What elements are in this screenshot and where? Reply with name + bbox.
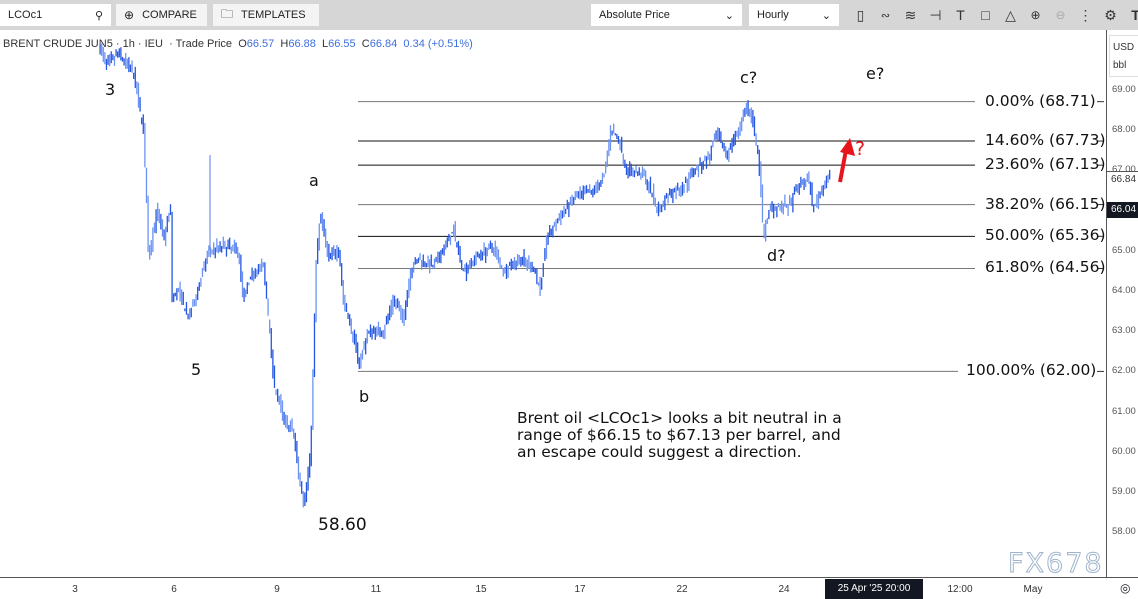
unit-label: bbl xyxy=(1113,60,1127,71)
wave-3-label: 3 xyxy=(105,80,116,99)
low-value: 66.55 xyxy=(328,38,356,50)
price-mode-select[interactable]: Absolute Price ⌄ xyxy=(591,4,742,26)
chart-tools: ▯ ∾ ≋ ⊣ T □ △ ⊕ ⊖ ⋮ ⚙ T xyxy=(848,4,1138,26)
watermark: FX678 xyxy=(1008,548,1104,580)
legend-price-type: Trade Price xyxy=(175,38,233,50)
fib-level-label: 23.60% (67.13) xyxy=(985,155,1106,174)
time-axis[interactable]: 25 Apr '25 20:00 ◎ 3 6 9 11 15 17 22 24 12:00 May xyxy=(0,577,1138,599)
time-tick-label: May xyxy=(1023,584,1043,595)
wave-d-label: d? xyxy=(767,246,786,265)
close-value: 66.84 xyxy=(369,38,398,50)
wave-a-label: a xyxy=(309,171,319,190)
fib-level-label: 61.80% (64.56) xyxy=(985,258,1106,277)
zoom-in-icon[interactable]: ⊕ xyxy=(1030,8,1041,22)
interval-value: Hourly xyxy=(757,9,789,21)
wave-5-label: 5 xyxy=(191,360,202,379)
interval-select[interactable]: Hourly ⌄ xyxy=(749,4,839,26)
arrow-question-label: ? xyxy=(855,138,866,160)
axis-settings-icon[interactable]: ◎ xyxy=(1120,581,1131,595)
zoom-out-icon[interactable]: ⊖ xyxy=(1055,8,1066,22)
price-tick-label: 58.00 xyxy=(1112,526,1136,538)
instrument-name: BRENT CRUDE JUN5 xyxy=(3,38,113,50)
symbol-value: LCOc1 xyxy=(8,9,43,21)
change-value: 0.34 (+0.51%) xyxy=(403,38,473,50)
currency-label: USD xyxy=(1113,42,1135,53)
price-tick-label: 65.00 xyxy=(1112,244,1136,256)
compare-label: COMPARE xyxy=(142,9,197,21)
last-price-label: 66.84 xyxy=(1107,171,1138,187)
currency-unit-select[interactable]: USD bbl xyxy=(1109,35,1138,77)
fib-level-label: 0.00% (68.71) xyxy=(985,91,1096,110)
time-tick-label: 22 xyxy=(676,584,688,595)
fib-level-label: 14.60% (67.73) xyxy=(985,131,1106,150)
time-tick-label: 3 xyxy=(72,584,78,595)
time-tick-label: 6 xyxy=(171,584,177,595)
time-tick-label: 17 xyxy=(574,584,586,595)
wave-b-label: b xyxy=(359,387,370,406)
templates-label: TEMPLATES xyxy=(241,9,306,21)
price-tick-label: 67.00 xyxy=(1112,164,1136,176)
time-tick-label: 11 xyxy=(370,584,382,595)
chart-legend: BRENT CRUDE JUN5 · 1h · IEU · Trade Pric… xyxy=(3,38,473,50)
price-tick-label: 60.00 xyxy=(1112,445,1136,457)
pattern-icon[interactable]: △ xyxy=(1005,6,1016,23)
plus-circle-icon: ⊕ xyxy=(124,8,135,22)
shapes-icon[interactable]: □ xyxy=(981,7,990,23)
close-label: C xyxy=(361,38,370,50)
price-tick-label: 69.00 xyxy=(1112,84,1136,95)
compare-button[interactable]: ⊕ COMPARE xyxy=(116,4,207,26)
more-icon[interactable]: ⋮ xyxy=(1078,6,1093,23)
price-tick-label: 63.00 xyxy=(1112,325,1136,337)
price-tick-label: 61.00 xyxy=(1112,405,1136,417)
wave-c-label: c? xyxy=(740,68,758,87)
low-label: L xyxy=(322,38,329,50)
low-value-label: 58.60 xyxy=(318,515,367,535)
chevron-down-icon: ⌄ xyxy=(821,9,831,22)
arrow-up-icon xyxy=(840,138,855,156)
chevron-down-icon: ⌄ xyxy=(724,9,734,22)
analysis-note: Brent oil <LCOc1> looks a bit neutral in… xyxy=(517,409,842,461)
wave-e-label: e? xyxy=(866,64,885,83)
time-tick-label: 9 xyxy=(274,584,280,595)
fib-level-label: 50.00% (65.36) xyxy=(985,226,1106,245)
candlestick-icon[interactable]: ▯ xyxy=(856,6,865,23)
templates-button[interactable]: 🗀 TEMPLATES xyxy=(213,4,319,26)
price-tick-label: 62.00 xyxy=(1112,365,1136,377)
time-tick-label: 12:00 xyxy=(947,584,973,595)
drawing-icon[interactable]: ⊣ xyxy=(929,6,942,23)
crosshair-time-badge: 25 Apr '25 20:00 xyxy=(825,579,923,599)
time-tick-label: 24 xyxy=(778,584,790,595)
high-label: H xyxy=(280,38,289,50)
folder-icon: 🗀 xyxy=(221,6,234,21)
settings-icon[interactable]: ⚙ xyxy=(1104,6,1117,23)
high-value: 66.88 xyxy=(288,38,316,50)
legend-exchange: IEU xyxy=(144,38,163,50)
studies-icon[interactable]: ≋ xyxy=(904,6,917,23)
crosshair-price-badge: 66.04 xyxy=(1107,202,1138,218)
price-tick-label: 64.00 xyxy=(1112,285,1136,296)
arrow-shaft xyxy=(838,149,848,183)
open-label: O xyxy=(238,38,247,50)
indicators-icon[interactable]: ∾ xyxy=(880,9,891,22)
fib-level-label: 100.00% (62.00) xyxy=(966,361,1097,380)
price-mode-value: Absolute Price xyxy=(599,9,670,21)
price-tick-label: 68.00 xyxy=(1112,124,1136,136)
time-tick-label: 15 xyxy=(475,584,487,595)
toolbar: LCOc1 ⚲ ⊕ COMPARE 🗀 TEMPLATES Absolute Pri… xyxy=(0,0,1138,30)
symbol-search-input[interactable]: LCOc1 ⚲ xyxy=(0,4,111,26)
open-value: 66.57 xyxy=(246,38,275,50)
legend-interval: 1h xyxy=(122,38,135,50)
price-tick-label: 59.00 xyxy=(1112,486,1136,497)
price-axis[interactable]: USD bbl 69.00 68.00 67.00 65.00 64.00 63.00 62.… xyxy=(1106,30,1138,578)
search-icon[interactable]: ⚲ xyxy=(94,9,103,22)
fib-level-label: 38.20% (66.15) xyxy=(985,194,1106,213)
text-icon[interactable]: T xyxy=(956,7,965,23)
price-chart[interactable] xyxy=(0,0,1106,577)
logo-icon: T xyxy=(1131,7,1138,23)
